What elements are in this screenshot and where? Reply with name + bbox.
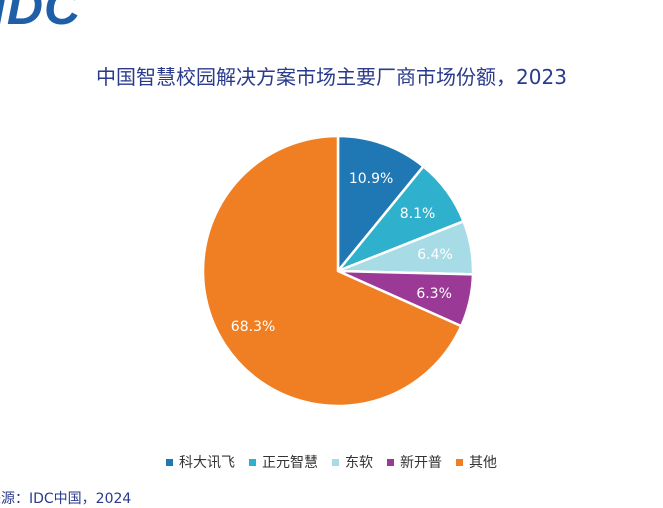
source-note: 来源：IDC中国，2024 (0, 491, 132, 507)
legend-item-2: 东软 (332, 452, 373, 472)
legend-item-3: 新开普 (387, 452, 442, 472)
slice-label-1: 8.1% (400, 206, 436, 222)
legend-label-4: 其他 (469, 455, 497, 471)
chart-title: 中国智慧校园解决方案市场主要厂商市场份额，2023 (96, 65, 567, 89)
legend-swatch-4 (456, 458, 463, 466)
legend-item-1: 正元智慧 (249, 452, 318, 472)
legend-label-1: 正元智慧 (262, 455, 318, 471)
legend-swatch-3 (387, 458, 394, 466)
legend-label-2: 东软 (345, 455, 373, 471)
legend-label-0: 科大讯飞 (179, 455, 235, 471)
legend-item-0: 科大讯飞 (166, 452, 235, 472)
slice-label-0: 10.9% (349, 171, 393, 187)
legend-item-4: 其他 (456, 452, 497, 472)
idc-logo: IDC (0, 0, 82, 35)
legend-label-3: 新开普 (400, 455, 442, 471)
pie-slice-4 (201, 134, 463, 408)
slice-label-3: 6.3% (416, 286, 452, 302)
legend-swatch-2 (332, 458, 339, 466)
legend-swatch-0 (166, 458, 173, 466)
legend-swatch-1 (249, 458, 256, 466)
slice-label-2: 6.4% (417, 247, 453, 263)
slice-label-4: 68.3% (231, 319, 275, 335)
pie-slice-0 (336, 134, 426, 275)
legend: 科大讯飞 正元智慧 东软 新开普 其他 (0, 452, 663, 472)
